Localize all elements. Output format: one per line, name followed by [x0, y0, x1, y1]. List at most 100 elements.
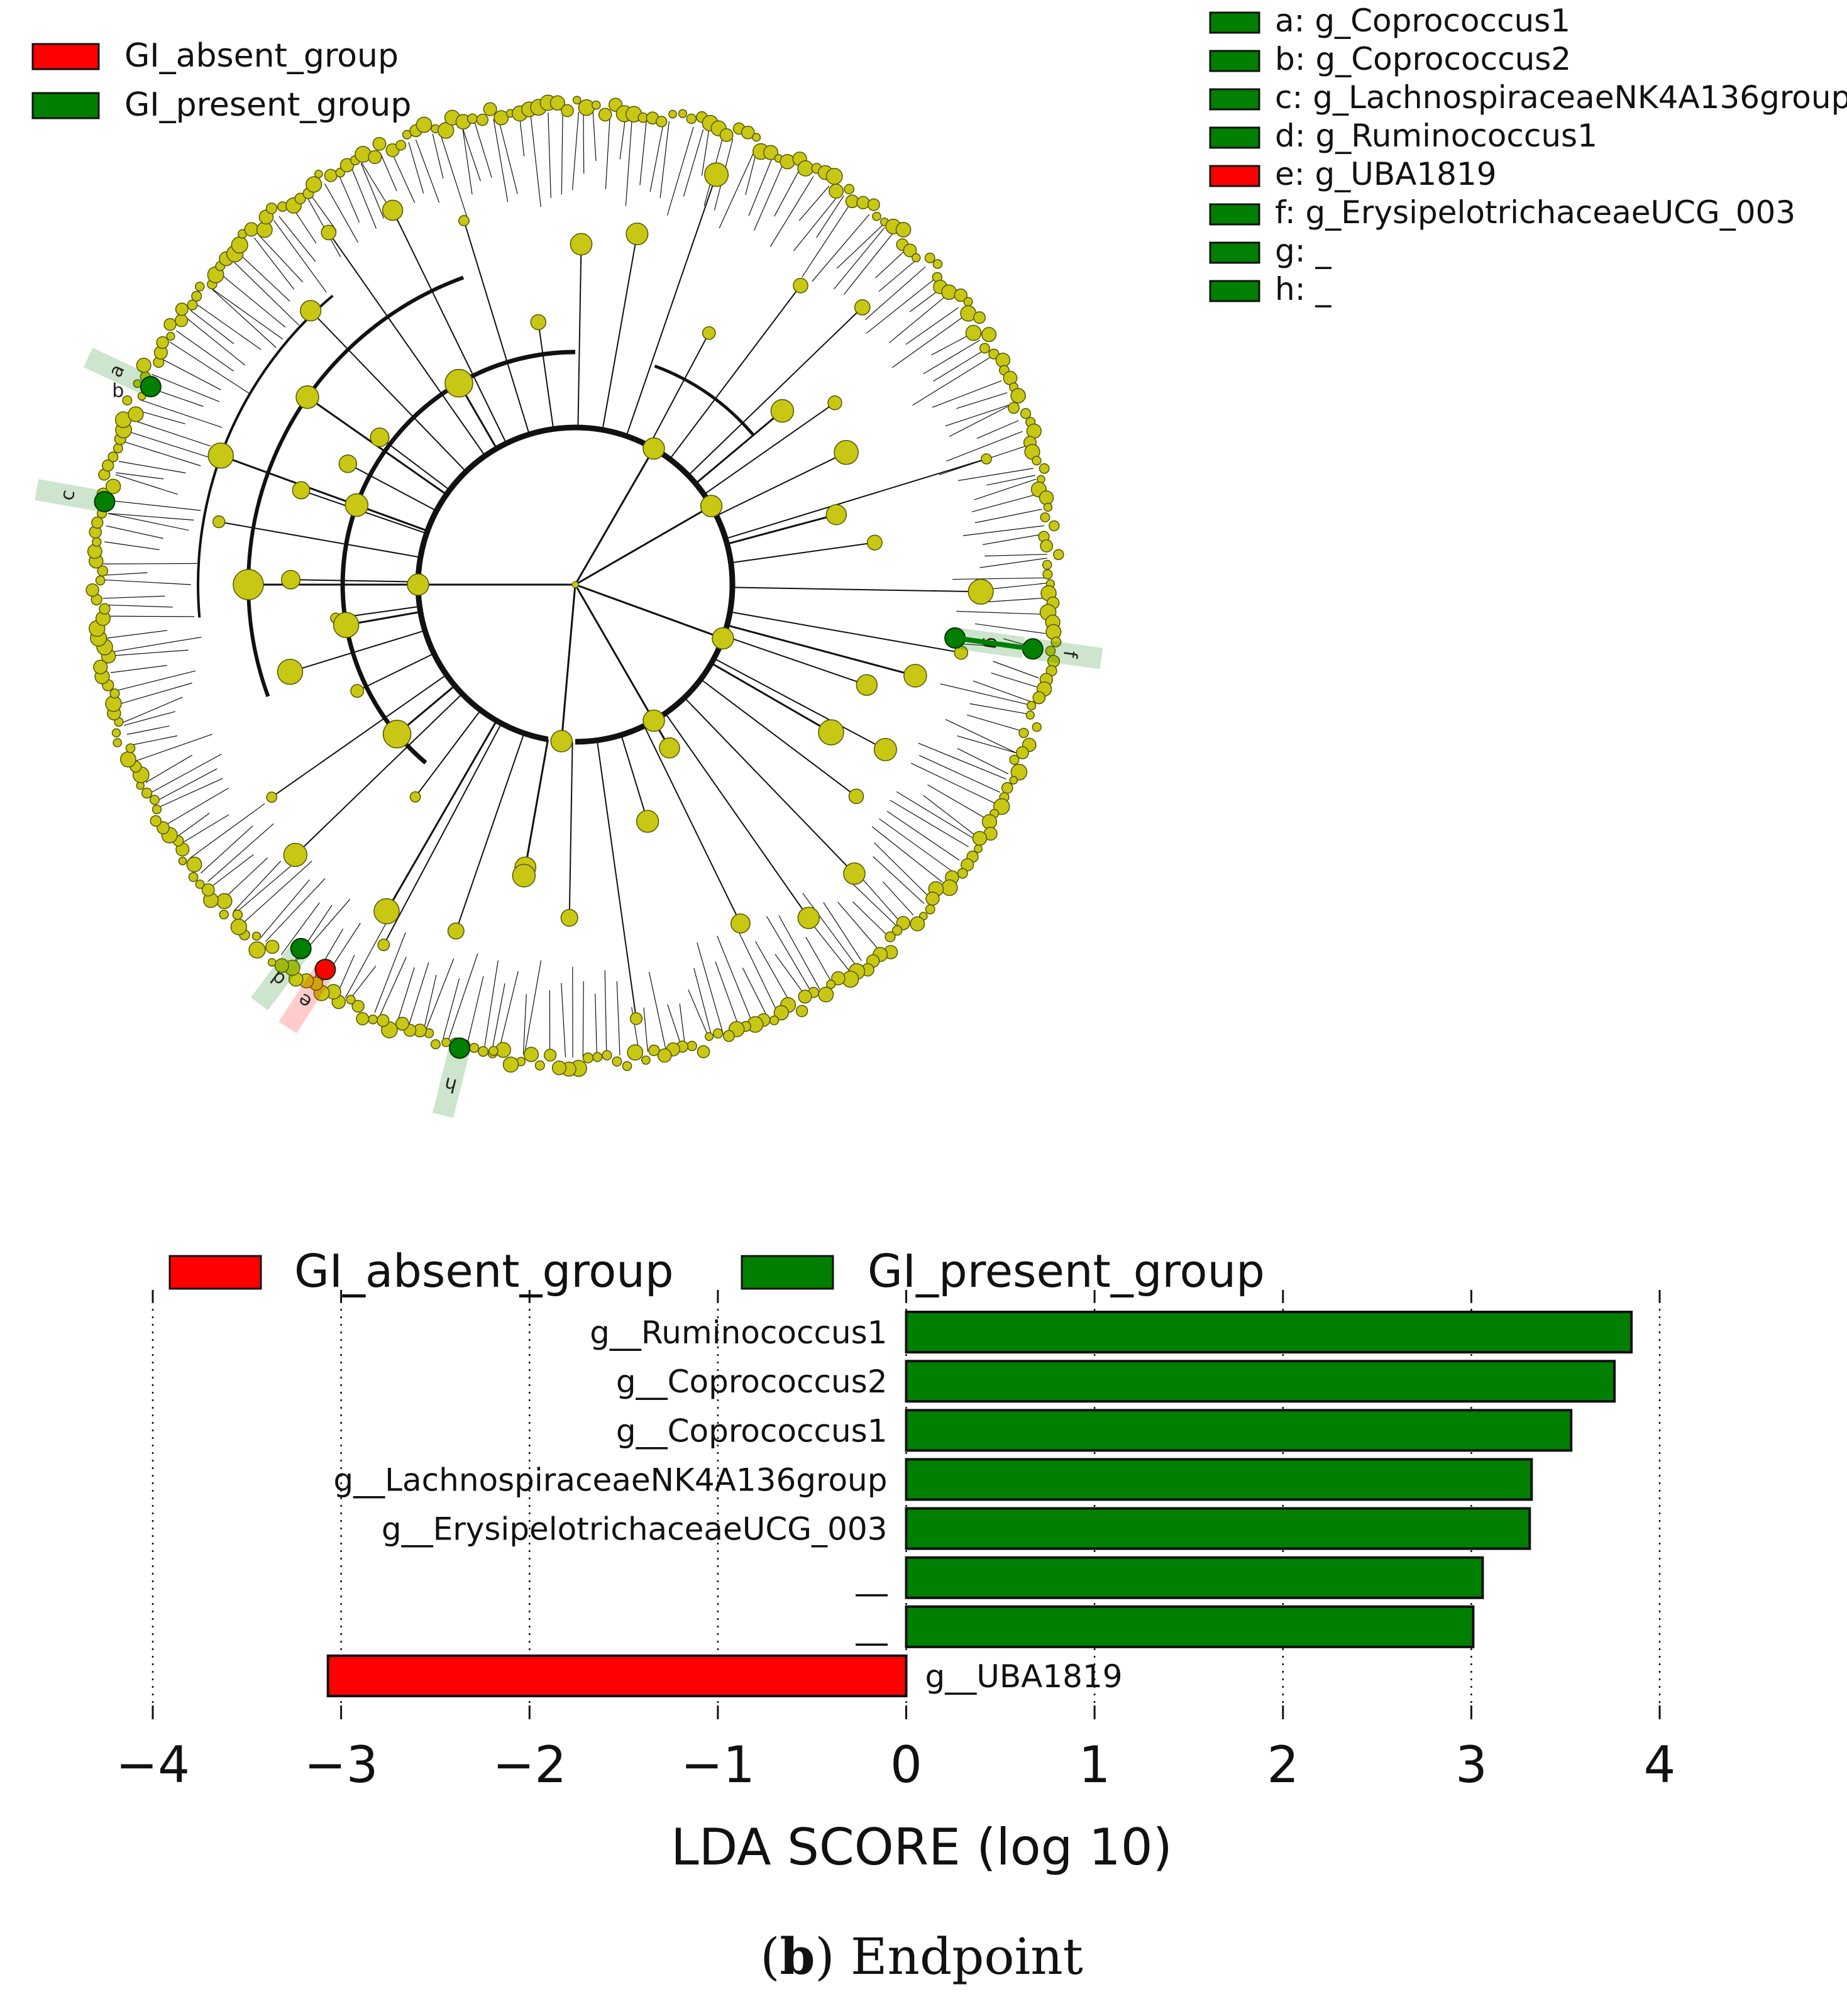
clade-node-29 — [793, 277, 808, 294]
clade-node-35 — [968, 578, 994, 605]
clade-node-155 — [231, 236, 248, 254]
clade-node-279 — [1045, 646, 1056, 656]
clade-node-284 — [1032, 691, 1046, 705]
clade-node-89 — [157, 821, 170, 835]
clade-node-22 — [382, 199, 404, 221]
clade-node-260 — [1039, 463, 1050, 474]
clade-node-346 — [612, 1056, 622, 1067]
clade-node-37 — [856, 674, 878, 696]
clade-node-186 — [493, 110, 509, 126]
clade-node-135 — [122, 395, 133, 405]
clade-node-73 — [248, 941, 266, 959]
clade-highlight-node-d — [290, 938, 312, 959]
clade-highlight-node-a — [140, 376, 162, 398]
lda-x-axis-title: LDA SCORE (log 10) — [671, 1818, 1172, 1876]
legend-label-present: GI_present_group — [124, 86, 411, 124]
clade-node-245 — [981, 327, 997, 343]
lda-tick-label-8: 4 — [1644, 1736, 1676, 1794]
clade-node-246 — [979, 343, 990, 354]
lda-bar-label-4: g__ErysipelotrichaceaeUCG_003 — [382, 1511, 888, 1548]
lda-bar-4 — [905, 1507, 1531, 1550]
lda-tick-label-6: 2 — [1267, 1736, 1299, 1794]
clade-highlight-band-e — [278, 963, 334, 1033]
lda-tick-label-3: −1 — [681, 1736, 755, 1794]
clade-node-93 — [141, 787, 153, 799]
clade-node-372 — [512, 864, 536, 888]
clade-node-61 — [351, 1000, 365, 1013]
clade-node-321 — [831, 971, 846, 986]
clade-node-117 — [97, 565, 109, 577]
clade-node-163 — [294, 192, 306, 205]
clade-node-90 — [150, 815, 162, 827]
clade-node-175 — [395, 140, 407, 151]
clade-tag-b: b — [112, 380, 124, 402]
clade-node-309 — [925, 904, 935, 915]
clade-node-92 — [149, 795, 160, 805]
lda-bar-7 — [326, 1654, 908, 1697]
clade-node-323 — [818, 986, 834, 1003]
clade-node-183 — [466, 113, 478, 124]
clade-node-178 — [416, 116, 433, 133]
clade-node-8 — [377, 939, 390, 951]
clade-node-7 — [447, 922, 465, 940]
clade-node-16 — [212, 515, 226, 529]
clade-node-78 — [219, 910, 229, 920]
key-swatch-7 — [1209, 280, 1260, 302]
clade-node-56 — [395, 1016, 409, 1031]
lda-tick-label-1: −3 — [304, 1736, 378, 1794]
clade-node-122 — [91, 516, 104, 529]
clade-node-98 — [125, 743, 136, 754]
clade-node-4 — [642, 709, 665, 732]
clade-node-52 — [430, 1039, 441, 1050]
clade-node-71 — [267, 958, 277, 967]
clade-node-354 — [534, 1060, 545, 1071]
clade-node-294 — [1001, 782, 1013, 794]
clade-node-185 — [483, 102, 497, 116]
clade-node-334 — [722, 1030, 735, 1042]
clade-node-160 — [265, 202, 278, 214]
lda-bar-label-3: g__LachnospiraceaeNK4A136group — [333, 1462, 887, 1498]
clade-node-13 — [277, 658, 304, 685]
clade-node-79 — [216, 893, 233, 910]
key-label-3: d: g_Ruminococcus1 — [1275, 118, 1597, 154]
clade-node-314 — [885, 931, 896, 942]
clade-node-115 — [85, 583, 99, 597]
clade-node-264 — [1043, 502, 1053, 512]
clade-node-204 — [668, 109, 677, 119]
clade-node-23 — [458, 215, 470, 226]
clade-node-149 — [194, 282, 205, 292]
clade-node-337 — [697, 1045, 710, 1059]
clade-node-313 — [891, 925, 903, 936]
clade-node-345 — [622, 1061, 632, 1071]
clade-node-41 — [797, 906, 820, 929]
clade-node-222 — [825, 168, 843, 185]
clade-node-219 — [797, 160, 814, 177]
clade-node-212 — [741, 125, 755, 140]
clade-node-10 — [283, 842, 307, 868]
clade-node-359 — [488, 1045, 499, 1056]
clade-node-119 — [87, 544, 102, 559]
clade-node-126 — [105, 478, 121, 495]
clade-node-213 — [752, 133, 761, 142]
key-swatch-4 — [1209, 165, 1260, 187]
clade-node-0 — [407, 573, 429, 596]
clade-node-148 — [191, 290, 202, 302]
clade-node-263 — [1039, 490, 1054, 505]
clade-node-142 — [156, 336, 169, 350]
clade-node-353 — [543, 1049, 557, 1062]
clade-node-12 — [350, 684, 365, 698]
clade-node-325 — [798, 989, 812, 1004]
clade-node-301 — [974, 844, 983, 854]
clade-node-239 — [941, 284, 957, 300]
clade-node-248 — [995, 353, 1011, 368]
clade-node-173 — [372, 136, 387, 151]
clade-node-364 — [233, 569, 264, 600]
clade-node-235 — [924, 252, 935, 263]
key-label-7: h: _ — [1275, 271, 1331, 307]
clade-node-266 — [1049, 520, 1060, 532]
clade-node-143 — [166, 331, 175, 341]
clade-highlight-band-d — [250, 942, 310, 1011]
clade-node-45 — [560, 909, 578, 927]
clade-node-34 — [866, 534, 883, 551]
lda-bar-label-6: __ — [856, 1609, 888, 1646]
